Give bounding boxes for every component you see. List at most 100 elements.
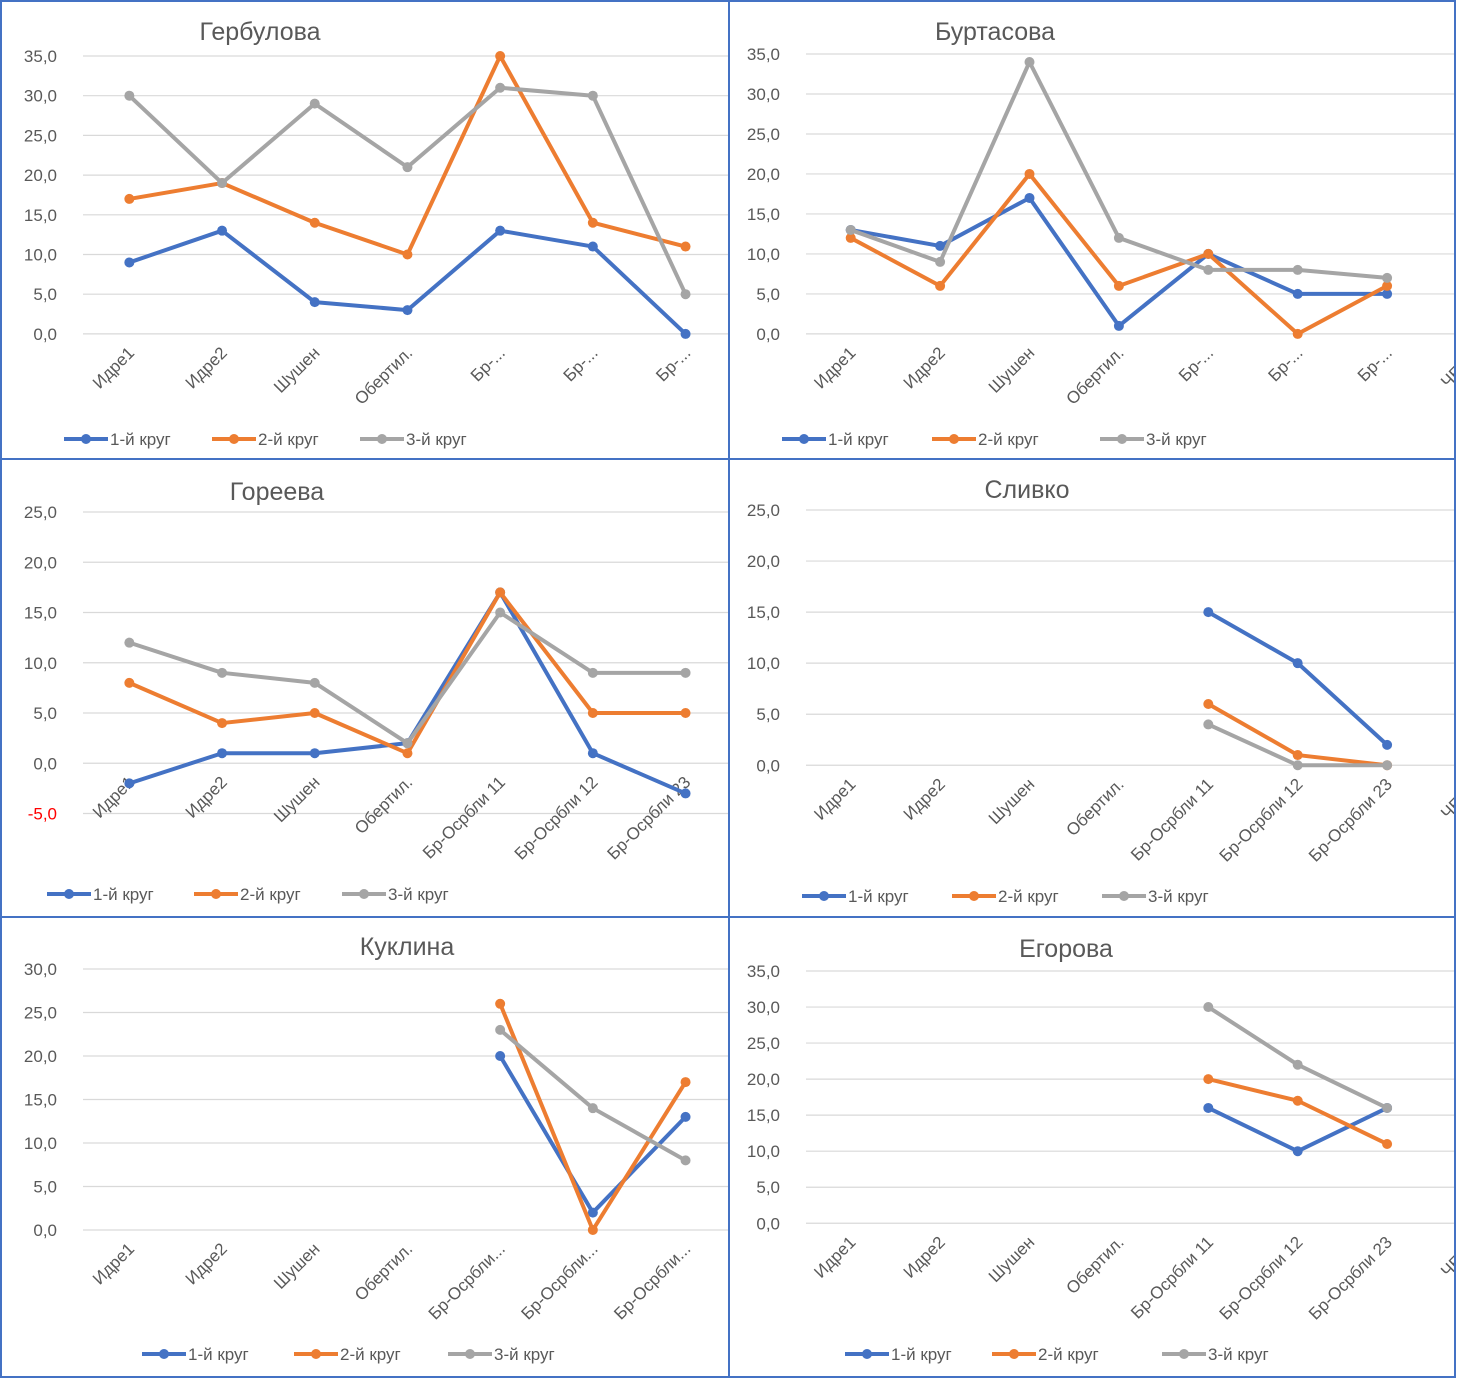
data-point [1292, 328, 1303, 339]
x-tick-label: Бр-Осрбли... [425, 1239, 509, 1323]
data-point [1203, 699, 1214, 710]
legend-marker-icon [1117, 434, 1127, 444]
line-chart: Куклина 0,0 5,0 10,0 15,0 20,0 25,0 30,0 Идре1 Ид… [24, 933, 728, 1364]
data-point [1382, 1138, 1393, 1149]
data-point [1292, 1146, 1303, 1157]
y-tick-label: 15,0 [747, 603, 780, 622]
data-point [495, 51, 506, 61]
data-point [587, 217, 598, 228]
legend-label: 1-й круг [93, 885, 154, 904]
y-tick-label: 20,0 [24, 166, 57, 185]
data-point [1292, 658, 1303, 669]
y-tick-label: 30,0 [24, 87, 57, 106]
x-tick-label: Бр-Осрбли 23 [1305, 1233, 1396, 1324]
data-point [935, 256, 946, 267]
series-line [498, 1003, 688, 1232]
data-point [680, 328, 691, 339]
y-tick-label: 0,0 [756, 756, 780, 775]
data-point [587, 1224, 598, 1235]
x-tick-label: Идре2 [900, 775, 949, 824]
data-point [680, 708, 691, 719]
data-point [309, 297, 320, 308]
series-line [128, 228, 687, 336]
data-point [587, 1103, 598, 1114]
data-point [935, 240, 946, 251]
y-tick-label: 25,0 [747, 1034, 780, 1053]
legend-marker-icon [377, 434, 387, 444]
data-point [1292, 288, 1303, 299]
y-tick-label: 15,0 [24, 206, 57, 225]
data-point [1203, 1074, 1214, 1085]
data-point [217, 178, 228, 189]
y-tick-label: 10,0 [24, 654, 57, 673]
data-point [217, 718, 228, 729]
y-tick-label: 5,0 [756, 1178, 780, 1197]
data-point [680, 1111, 691, 1122]
x-tick-label: Обертил. [1063, 343, 1128, 408]
data-point [1292, 1095, 1303, 1106]
x-tick-label: Бр-Осрбли 11 [1127, 775, 1217, 865]
x-tick-label: Идре2 [182, 773, 231, 822]
x-tick-label: Шушен [985, 1233, 1038, 1286]
data-point [124, 193, 135, 204]
data-point [1203, 719, 1214, 730]
x-tick-label: Обертил. [351, 343, 416, 408]
data-point [1113, 320, 1124, 331]
legend-marker-icon [64, 889, 74, 899]
y-tick-label: 15,0 [747, 205, 780, 224]
x-tick-label: Идре2 [182, 1239, 231, 1288]
x-tick-label: Обертил. [1063, 1233, 1128, 1298]
y-tick-label: 35,0 [747, 962, 780, 981]
y-tick-label: 20,0 [747, 552, 780, 571]
x-tick-label: Шушен [270, 343, 323, 396]
y-tick-label: 35,0 [24, 47, 57, 66]
line-chart: Егорова 0,0 5,0 10,0 15,0 20,0 25,0 30,0 35,0 Идр… [747, 935, 1454, 1364]
legend-label: 2-й круг [258, 430, 319, 449]
x-tick-label: Шушен [270, 773, 323, 826]
legend-marker-icon [949, 434, 959, 444]
legend-label: 1-й круг [110, 430, 171, 449]
legend-label: 2-й круг [998, 887, 1059, 906]
chart-panel: Егорова 0,0 5,0 10,0 15,0 20,0 25,0 30,0 35,0 Идр… [728, 916, 1456, 1378]
x-tick-label: Идре1 [89, 1239, 138, 1288]
series-line [498, 1054, 687, 1215]
data-point [495, 998, 506, 1009]
y-tick-label: 0,0 [33, 325, 57, 344]
legend-marker-icon [81, 434, 91, 444]
legend-label: 1-й круг [828, 430, 889, 449]
legend-marker-icon [359, 889, 369, 899]
data-point [495, 607, 506, 618]
series-line [498, 1028, 687, 1163]
series-line [129, 54, 687, 257]
data-point [680, 1077, 691, 1088]
y-tick-label: 35,0 [747, 45, 780, 64]
data-point [1203, 1002, 1214, 1013]
x-tick-label: Бр-Осрбли 12 [511, 773, 602, 864]
legend-label: 1-й круг [891, 1345, 952, 1364]
legend-marker-icon [1009, 1349, 1019, 1359]
y-tick-label: 15,0 [24, 604, 57, 623]
data-point [587, 241, 598, 252]
data-point [680, 1155, 691, 1166]
data-point [680, 241, 691, 252]
x-tick-label: Шушен [985, 775, 1038, 828]
data-point [402, 748, 413, 759]
x-tick-label: Идре1 [810, 775, 859, 824]
x-tick-label: Идре2 [182, 343, 231, 392]
legend-label: 3-й круг [1146, 430, 1207, 449]
data-point [495, 225, 506, 236]
x-tick-label: Обертил. [351, 1239, 416, 1304]
data-point [1382, 1102, 1393, 1113]
data-point [1292, 750, 1303, 761]
data-point [217, 225, 228, 236]
data-point [1203, 1102, 1214, 1113]
data-point [309, 98, 320, 109]
x-tick-label: Бр-Осрбли 12 [1216, 775, 1307, 866]
y-tick-label: 20,0 [747, 165, 780, 184]
chart-title: Гореева [230, 478, 324, 506]
legend-marker-icon [862, 1349, 872, 1359]
x-tick-label: Бр-Осрбли 12 [1216, 1233, 1307, 1324]
line-chart: Гербулова 0,0 5,0 10,0 15,0 20,0 25,0 30,0 35,0 И… [24, 18, 728, 449]
